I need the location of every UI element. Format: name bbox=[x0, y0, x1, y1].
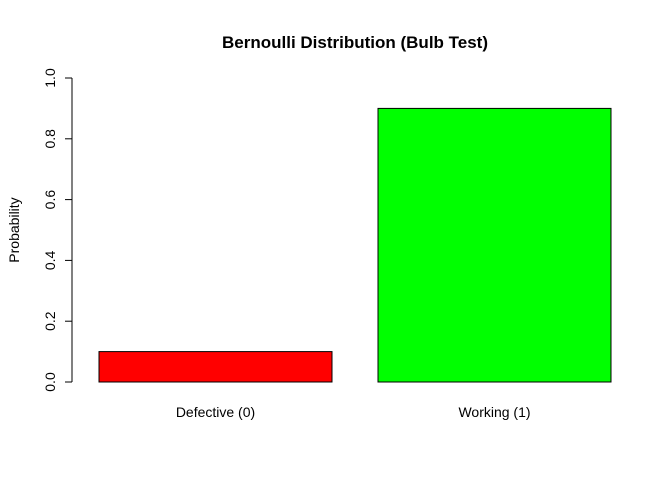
y-tick-label: 1.0 bbox=[42, 68, 58, 88]
bars bbox=[98, 107, 612, 383]
y-tick-label: 0.2 bbox=[42, 311, 58, 331]
y-axis-label: Probability bbox=[6, 197, 22, 262]
y-axis-ticks: 0.0 0.2 0.4 0.6 0.8 1.0 bbox=[42, 68, 72, 392]
y-tick-label: 0.4 bbox=[42, 250, 58, 270]
chart-title: Bernoulli Distribution (Bulb Test) bbox=[222, 33, 488, 52]
bar bbox=[98, 351, 333, 383]
category-label: Defective (0) bbox=[176, 404, 255, 420]
y-tick-label: 0.0 bbox=[42, 372, 58, 392]
category-label: Working (1) bbox=[458, 404, 530, 420]
category-labels: Defective (0) Working (1) bbox=[176, 404, 531, 420]
y-tick-label: 0.6 bbox=[42, 190, 58, 210]
bar bbox=[377, 107, 612, 383]
y-tick-label: 0.8 bbox=[42, 129, 58, 149]
